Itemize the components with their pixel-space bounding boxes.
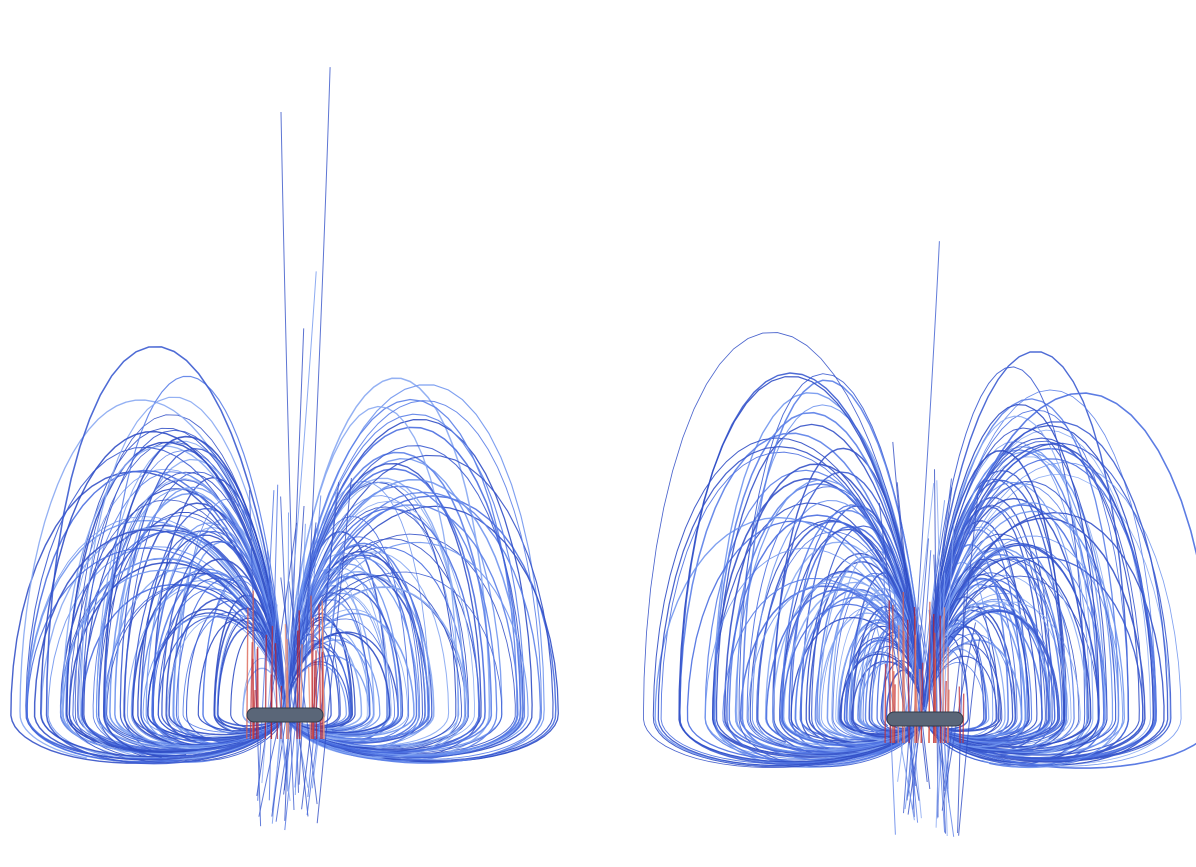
magnet-disk (247, 708, 323, 722)
core-field-line (915, 635, 916, 743)
magnet-disk (887, 712, 963, 726)
core-field-line (253, 659, 254, 739)
core-field-line (948, 647, 949, 743)
core-field-line (316, 650, 317, 739)
core-field-line (935, 678, 936, 743)
core-field-line (885, 664, 886, 743)
core-field-line (265, 635, 266, 739)
page: (() => { const data = JSON.parse(documen… (0, 0, 1196, 867)
core-field-line (297, 631, 298, 739)
field-lines-image (0, 0, 1196, 867)
